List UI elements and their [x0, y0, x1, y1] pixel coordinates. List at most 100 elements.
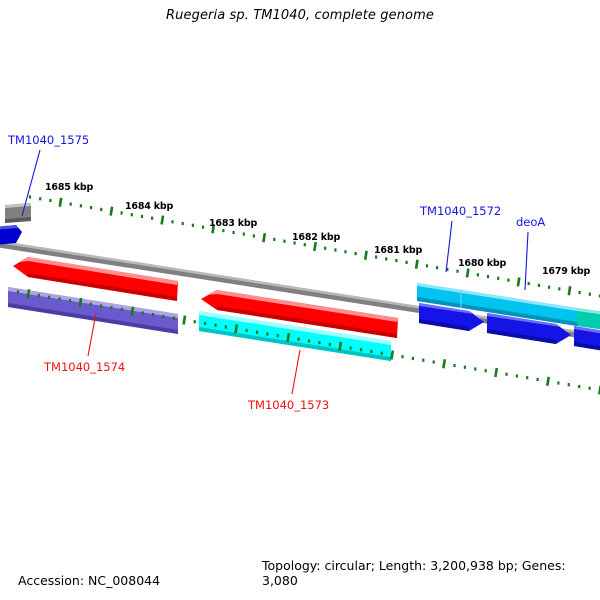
ruler-minor-tick — [425, 264, 429, 268]
ruler-minor-tick — [193, 320, 196, 324]
accession-text: Accession: NC_008044 — [18, 573, 161, 588]
ruler-major-tick — [58, 197, 63, 207]
gene-label-TM1040_1574[interactable]: TM1040_1574 — [44, 360, 126, 374]
ruler-minor-tick — [578, 290, 581, 295]
ruler-minor-tick — [370, 349, 373, 354]
ruler-major-tick — [442, 359, 447, 369]
ruler-minor-tick — [328, 342, 331, 347]
ruler-minor-tick — [49, 198, 52, 203]
ruler-minor-tick — [224, 325, 227, 329]
ruler-ticks-upper — [28, 195, 600, 298]
ruler-minor-tick — [39, 197, 42, 201]
ruler-major-tick — [363, 250, 368, 260]
ruler-major-tick — [286, 332, 291, 343]
gene-arrow-1573-red[interactable] — [201, 290, 398, 338]
page-title: Ruegeria sp. TM1040, complete genome — [166, 8, 434, 23]
gene-arrow-deoA-blue[interactable] — [487, 313, 571, 344]
ruler-minor-tick — [558, 287, 561, 291]
ruler-major-tick — [567, 286, 572, 296]
gene-arrow-right-blue[interactable] — [574, 326, 600, 351]
ruler-minor-tick — [507, 278, 510, 282]
feature-gray-box-left — [5, 203, 31, 223]
ruler-minor-tick — [28, 195, 32, 199]
ruler-minor-tick — [100, 304, 103, 308]
ruler-minor-tick — [16, 290, 20, 294]
ruler-major-tick — [182, 315, 187, 325]
ruler-minor-tick — [48, 295, 51, 299]
ruler-minor-tick — [536, 377, 539, 382]
gene-arrow-1574-red[interactable] — [13, 257, 178, 301]
ruler-minor-tick — [359, 348, 363, 352]
ruler-major-tick — [109, 206, 114, 216]
gene-bar-deoA-teal[interactable] — [577, 308, 600, 330]
ruler-minor-tick — [375, 255, 378, 259]
ruler-minor-tick — [405, 260, 408, 264]
gene-label-TM1040_1573[interactable]: TM1040_1573 — [248, 398, 330, 412]
ruler-minor-tick — [79, 204, 82, 208]
ruler-minor-tick — [172, 316, 175, 320]
ruler-minor-tick — [252, 234, 255, 238]
genome-stats-text: Topology: circular; Length: 3,200,938 bp… — [262, 558, 566, 588]
ruler-minor-tick — [476, 273, 479, 277]
ruler-minor-tick — [318, 341, 321, 345]
ruler-major-tick — [390, 350, 395, 360]
feature-blue-left — [0, 225, 22, 245]
ruler-minor-tick — [293, 241, 296, 245]
ruler-minor-tick — [484, 369, 487, 373]
ruler-minor-tick — [232, 230, 235, 234]
ruler-minor-tick — [349, 346, 352, 350]
ruler-minor-tick — [120, 211, 123, 215]
ruler-major-tick — [130, 306, 135, 316]
ruler-minor-tick — [344, 250, 347, 254]
leader-line-TM1040_1573 — [291, 349, 301, 395]
ruler-minor-tick — [255, 330, 259, 334]
gene-bar-1572-sky[interactable] — [417, 283, 577, 326]
gene-label-deoA[interactable]: deoA — [516, 215, 546, 229]
label-leader-lines — [21, 149, 529, 395]
ruler-major-tick — [546, 376, 550, 386]
ruler-minor-tick — [588, 292, 591, 296]
ruler-major-tick — [313, 241, 317, 252]
ruler-minor-tick — [307, 339, 311, 343]
ruler-major-tick — [494, 367, 499, 378]
ruler-minor-tick — [456, 269, 459, 273]
ruler-minor-tick — [68, 299, 72, 303]
ruler-tick-label-0: 1685 kbp — [45, 182, 94, 193]
ruler-major-tick — [516, 277, 521, 287]
ruler-minor-tick — [422, 358, 425, 362]
leader-line-TM1040_1575 — [21, 149, 41, 217]
ruler-tick-label-1: 1684 kbp — [125, 201, 174, 212]
gene-label-TM1040_1575[interactable]: TM1040_1575 — [8, 133, 90, 147]
gene-bar-1573-cyan[interactable] — [199, 311, 391, 361]
ruler-tick-label-5: 1680 kbp — [458, 258, 507, 269]
ruler-minor-tick — [37, 293, 40, 298]
ruler-minor-tick — [598, 294, 600, 298]
ruler-minor-tick — [242, 232, 245, 236]
ruler-minor-tick — [273, 237, 276, 241]
ruler-minor-tick — [578, 384, 581, 389]
ruler-major-tick — [262, 233, 267, 243]
ruler-minor-tick — [140, 214, 144, 218]
gene-bar-1574-purple[interactable] — [8, 287, 178, 334]
ruler-ticks-lower — [16, 289, 600, 395]
ruler-minor-tick — [303, 243, 306, 247]
ruler-tick-label-4: 1681 kbp — [374, 245, 423, 256]
gene-label-TM1040_1572[interactable]: TM1040_1572 — [420, 204, 502, 218]
ruler-minor-tick — [567, 383, 570, 387]
ruler-minor-tick — [110, 306, 113, 310]
ruler-minor-tick — [151, 216, 154, 220]
ruler-minor-tick — [526, 376, 529, 380]
gene-arrow-1572-blue[interactable] — [419, 303, 484, 331]
ruler-minor-tick — [58, 297, 61, 301]
ruler-minor-tick — [395, 259, 398, 263]
ruler-minor-tick — [385, 257, 388, 261]
ruler-minor-tick — [380, 351, 383, 355]
ruler-minor-tick — [436, 266, 439, 270]
ruler-minor-tick — [324, 246, 327, 250]
ruler-minor-tick — [588, 386, 591, 390]
ruler-minor-tick — [283, 239, 286, 243]
ruler-minor-tick — [120, 307, 123, 312]
ruler-minor-tick — [266, 332, 269, 336]
leader-line-TM1040_1574 — [87, 312, 97, 357]
